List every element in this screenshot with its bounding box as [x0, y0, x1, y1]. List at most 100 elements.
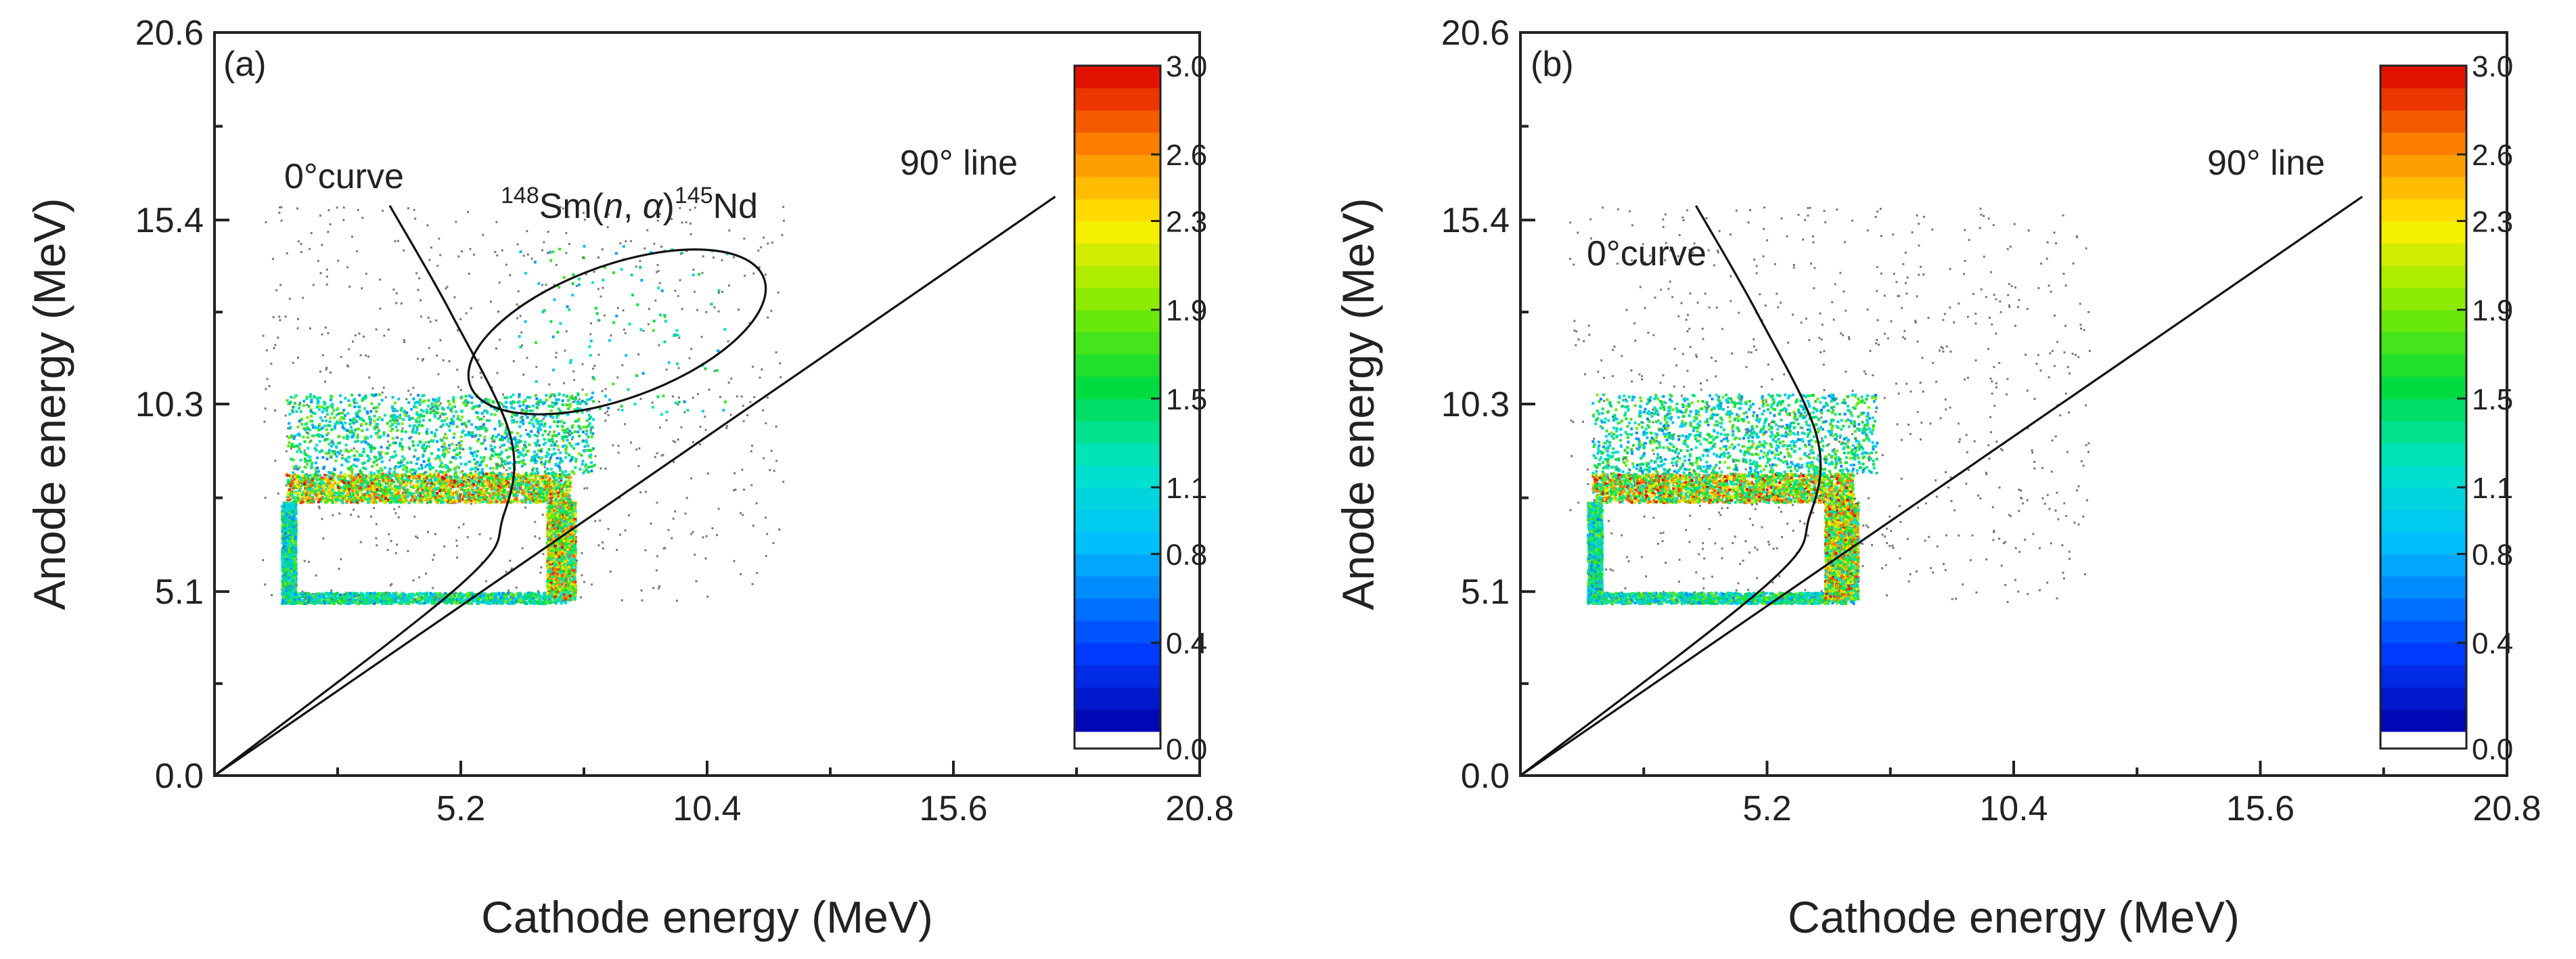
scatter-point	[338, 435, 341, 438]
scatter-point	[590, 462, 593, 464]
scatter-point	[543, 425, 545, 428]
scatter-point	[384, 497, 387, 499]
scatter-point	[476, 416, 479, 419]
scatter-point	[319, 474, 321, 477]
scatter-point	[590, 470, 593, 472]
scatter-point	[474, 451, 476, 453]
scatter-point	[419, 403, 422, 406]
scatter-point	[377, 432, 380, 434]
scatter-point	[549, 472, 552, 475]
scatter-point	[526, 433, 529, 436]
scatter-point	[582, 430, 585, 433]
scatter-point	[524, 487, 527, 489]
scatter-point	[551, 416, 554, 419]
scatter-point	[421, 467, 424, 470]
scatter-point	[516, 498, 518, 501]
scatter-point	[501, 476, 503, 478]
scatter-point	[440, 493, 443, 495]
scatter-point	[451, 418, 453, 421]
scatter-point	[569, 396, 572, 399]
scatter-point	[426, 432, 428, 435]
scatter-point	[399, 414, 401, 416]
scatter-point	[532, 405, 535, 407]
scatter-point	[556, 425, 559, 428]
scatter-point	[545, 455, 548, 458]
scatter-point	[481, 468, 484, 470]
scatter-point	[392, 437, 394, 440]
scatter-point	[373, 461, 376, 464]
scatter-point	[561, 490, 564, 493]
scatter-point	[339, 497, 342, 499]
scatter-point	[443, 446, 446, 449]
scatter-point	[563, 436, 566, 439]
scatter-point	[536, 434, 539, 437]
scatter-point	[373, 472, 376, 475]
scatter-point	[574, 466, 577, 469]
scatter-point	[323, 466, 325, 468]
scatter-point	[530, 459, 533, 462]
scatter-point	[480, 456, 482, 459]
scatter-point	[371, 487, 374, 489]
scatter-point	[417, 432, 420, 435]
scatter-point	[307, 483, 309, 486]
scatter-point	[587, 436, 590, 439]
scatter-point	[526, 416, 529, 419]
scatter-point	[288, 488, 291, 491]
scatter-point	[493, 446, 496, 449]
scatter-point	[504, 432, 507, 434]
scatter-point	[421, 481, 424, 484]
scatter-point	[336, 414, 338, 416]
scatter-point	[480, 418, 483, 420]
scatter-point	[328, 420, 331, 423]
scatter-point	[528, 422, 531, 424]
scatter-point	[546, 451, 549, 454]
scatter-point	[565, 489, 568, 492]
scatter-point	[460, 479, 463, 482]
scatter-point	[296, 499, 299, 502]
scatter-point	[492, 434, 495, 437]
scatter-point	[352, 478, 355, 481]
scatter-point	[340, 464, 343, 466]
scatter-point	[453, 401, 455, 403]
scatter-point	[521, 465, 524, 468]
scatter-point	[376, 464, 378, 466]
scatter-point	[412, 398, 415, 401]
scatter-point	[290, 491, 292, 494]
scatter-point	[353, 398, 356, 401]
scatter-point	[448, 484, 451, 487]
scatter-point	[522, 459, 525, 462]
scatter-point	[328, 493, 331, 495]
scatter-point	[566, 497, 568, 499]
scatter-point	[581, 463, 584, 466]
scatter-point	[471, 431, 474, 434]
scatter-point	[441, 481, 444, 484]
scatter-point	[570, 445, 572, 447]
scatter-point	[456, 426, 459, 428]
scatter-point	[536, 495, 539, 498]
scatter-point	[355, 465, 358, 468]
scatter-point	[350, 482, 353, 485]
scatter-point	[417, 424, 420, 426]
scatter-point	[350, 501, 353, 504]
scatter-point	[505, 491, 508, 493]
scatter-point	[393, 471, 396, 474]
scatter-point	[314, 483, 317, 485]
scatter-point	[489, 495, 492, 497]
scatter-point	[540, 420, 543, 422]
scatter-point	[385, 500, 388, 503]
scatter-point	[340, 471, 342, 474]
scatter-point	[472, 495, 475, 498]
scatter-point	[290, 476, 292, 478]
scatter-point	[340, 476, 342, 479]
scatter-point	[499, 486, 502, 489]
scatter-point	[420, 441, 422, 444]
scatter-point	[381, 469, 384, 472]
scatter-point	[392, 442, 394, 445]
scatter-point	[563, 431, 566, 434]
scatter-point	[323, 492, 325, 495]
scatter-point	[422, 415, 425, 418]
scatter-point	[524, 497, 526, 499]
scatter-point	[533, 434, 536, 437]
scatter-point	[579, 468, 582, 470]
scatter-point	[481, 412, 484, 415]
